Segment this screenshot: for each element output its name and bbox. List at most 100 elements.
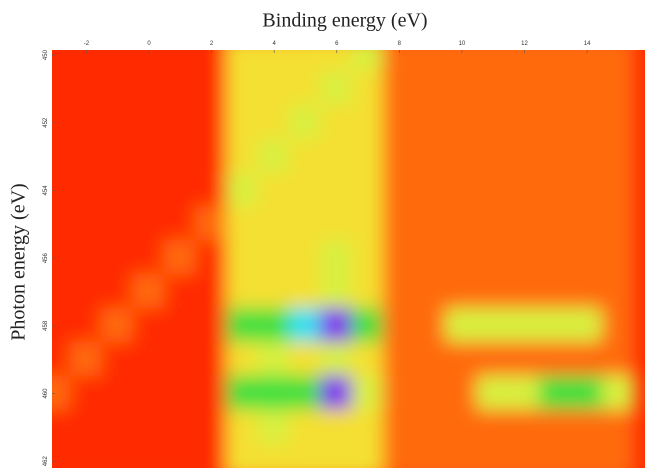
heatmap-cell	[445, 240, 478, 276]
chart: Binding energy (eV) Photon energy (eV) -…	[0, 0, 645, 468]
heatmap-cell	[383, 274, 416, 310]
heatmap-cell	[508, 443, 541, 468]
heatmap-cell	[258, 308, 291, 344]
heatmap-cell	[164, 105, 197, 141]
heatmap-cell	[38, 206, 71, 242]
heatmap-cell	[477, 37, 510, 73]
heatmap-cell	[477, 409, 510, 445]
heatmap-cell	[539, 139, 572, 175]
heatmap-cell	[195, 308, 228, 344]
heatmap-cell	[539, 37, 572, 73]
heatmap-cell	[414, 105, 447, 141]
y-tick-label: 454	[43, 185, 49, 196]
heatmap-cell	[226, 308, 259, 344]
y-tick-label: 462	[43, 456, 49, 467]
heatmap-cell	[351, 173, 384, 209]
heatmap-cell	[70, 105, 103, 141]
y-tick-label: 458	[43, 320, 49, 331]
heatmap-cell	[383, 206, 416, 242]
heatmap-cell	[320, 342, 353, 378]
heatmap-cell	[164, 240, 197, 276]
heatmap-cell	[289, 308, 322, 344]
heatmap-cell	[320, 308, 353, 344]
heatmap-cell	[570, 376, 603, 412]
heatmap-cell	[477, 173, 510, 209]
heatmap-cell	[101, 274, 134, 310]
heatmap-cell	[383, 376, 416, 412]
heatmap-cell	[289, 376, 322, 412]
x-tick-label: 14	[584, 41, 591, 47]
heatmap-cell	[70, 206, 103, 242]
heatmap-cell	[164, 308, 197, 344]
heatmap-cell	[477, 443, 510, 468]
heatmap-cell	[226, 240, 259, 276]
heatmap-cell	[101, 173, 134, 209]
heatmap-cell	[289, 105, 322, 141]
heatmap-cell	[570, 308, 603, 344]
heatmap-cell	[226, 376, 259, 412]
heatmap-cell	[101, 105, 134, 141]
heatmap-cell	[602, 274, 635, 310]
heatmap-cell	[477, 308, 510, 344]
y-axis-label: Photon energy (eV)	[8, 183, 30, 340]
heatmap-cell	[164, 139, 197, 175]
heatmap-cell	[320, 274, 353, 310]
heatmap-cell	[70, 71, 103, 107]
heatmap-cell	[258, 206, 291, 242]
heatmap-cell	[132, 443, 165, 468]
heatmap-cell	[320, 71, 353, 107]
heatmap-cell	[602, 71, 635, 107]
heatmap-cell	[195, 206, 228, 242]
heatmap-cell	[320, 376, 353, 412]
heatmap-cell	[289, 71, 322, 107]
heatmap-cell	[132, 342, 165, 378]
heatmap-cell	[508, 409, 541, 445]
heatmap-cell	[38, 71, 71, 107]
heatmap-cell	[258, 139, 291, 175]
heatmap-cell	[70, 409, 103, 445]
heatmap-cell	[477, 240, 510, 276]
heatmap-cell	[70, 308, 103, 344]
heatmap-cell	[164, 409, 197, 445]
heatmap-cell	[38, 342, 71, 378]
x-tick-label: 4	[273, 41, 277, 47]
heatmap-cell	[570, 240, 603, 276]
heatmap-cell	[195, 443, 228, 468]
heatmap-cell	[258, 240, 291, 276]
heatmap-cell	[226, 37, 259, 73]
heatmap-cell	[351, 342, 384, 378]
heatmap-cell	[320, 206, 353, 242]
heatmap-cell	[602, 139, 635, 175]
heatmap-cell	[351, 71, 384, 107]
heatmap-cell	[602, 206, 635, 242]
heatmap-cell	[383, 240, 416, 276]
heatmap-cell	[38, 139, 71, 175]
heatmap-cell	[445, 105, 478, 141]
heatmap	[38, 37, 635, 468]
heatmap-cell	[477, 342, 510, 378]
heatmap-cell	[258, 173, 291, 209]
heatmap-cell	[320, 173, 353, 209]
heatmap-cell	[195, 274, 228, 310]
heatmap-cell	[195, 409, 228, 445]
heatmap-cell	[602, 105, 635, 141]
heatmap-cell	[258, 105, 291, 141]
heatmap-cell	[226, 105, 259, 141]
heatmap-cell	[70, 443, 103, 468]
y-tick-label: 450	[43, 49, 49, 60]
heatmap-cell	[101, 139, 134, 175]
heatmap-cell	[132, 409, 165, 445]
heatmap-cell	[164, 37, 197, 73]
heatmap-cell	[195, 240, 228, 276]
heatmap-cell	[289, 139, 322, 175]
heatmap-cell	[258, 443, 291, 468]
heatmap-cell	[289, 409, 322, 445]
heatmap-cell	[539, 206, 572, 242]
heatmap-cell	[164, 173, 197, 209]
heatmap-cell	[351, 105, 384, 141]
heatmap-cell	[414, 409, 447, 445]
heatmap-cell	[539, 443, 572, 468]
heatmap-cell	[602, 308, 635, 344]
heatmap-cell	[132, 240, 165, 276]
heatmap-cell	[195, 105, 228, 141]
